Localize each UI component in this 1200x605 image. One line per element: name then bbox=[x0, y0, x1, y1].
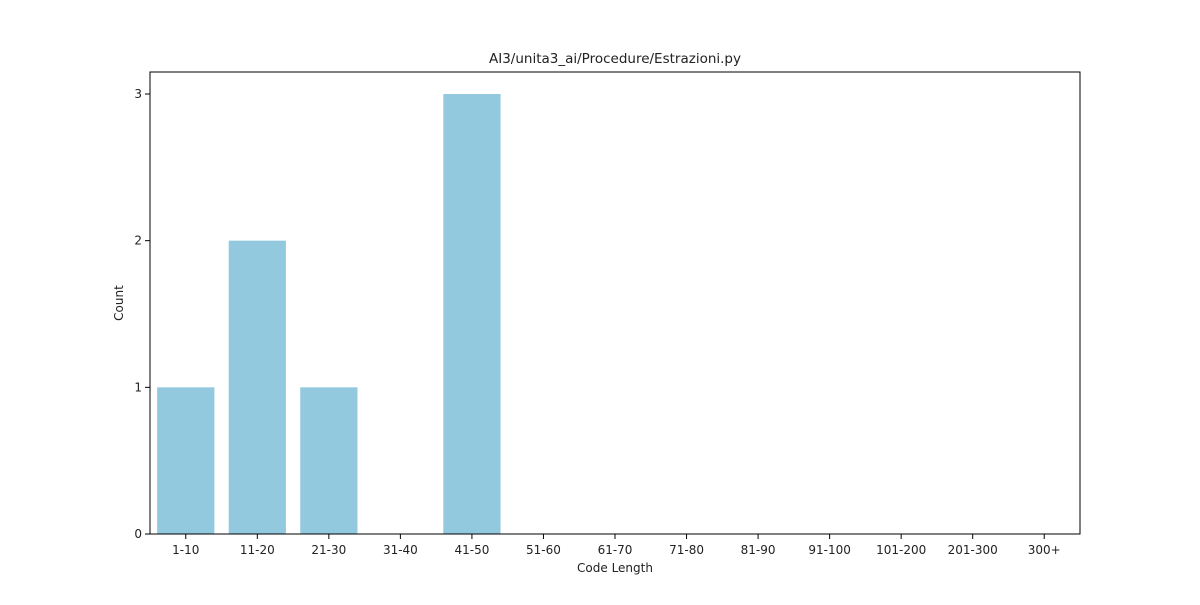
plot-frame bbox=[149, 71, 1081, 535]
x-tick-label: 31-40 bbox=[383, 543, 418, 557]
x-tick-label: 51-60 bbox=[526, 543, 561, 557]
x-tick-label: 1-10 bbox=[172, 543, 199, 557]
x-axis-label: Code Length bbox=[577, 561, 653, 575]
bar-1-10 bbox=[157, 387, 215, 534]
x-tick-label: 41-50 bbox=[454, 543, 489, 557]
x-tick-label: 71-80 bbox=[669, 543, 704, 557]
x-tick-label: 201-300 bbox=[948, 543, 998, 557]
bar-11-20 bbox=[228, 240, 286, 534]
y-axis-label: Count bbox=[112, 285, 126, 321]
x-axis: 1-10 11-20 21-30 31-40 41-50 51-60 61-70 71-80 8… bbox=[172, 534, 1061, 557]
bars-layer bbox=[157, 94, 501, 534]
x-tick-label: 101-200 bbox=[876, 543, 926, 557]
x-tick-label: 21-30 bbox=[311, 543, 346, 557]
y-tick-label: 3 bbox=[134, 87, 142, 101]
x-tick-label: 61-70 bbox=[598, 543, 633, 557]
x-tick-label: 11-20 bbox=[240, 543, 275, 557]
y-tick-label: 0 bbox=[134, 527, 142, 541]
y-axis: 0 1 2 3 bbox=[134, 87, 150, 541]
y-tick-label: 2 bbox=[134, 234, 142, 248]
x-tick-label: 91-100 bbox=[808, 543, 851, 557]
bar-41-50 bbox=[443, 94, 501, 534]
x-tick-label: 300+ bbox=[1028, 543, 1061, 557]
x-tick-label: 81-90 bbox=[741, 543, 776, 557]
y-tick-label: 1 bbox=[134, 380, 142, 394]
chart-title: AI3/unita3_ai/Procedure/Estrazioni.py bbox=[489, 51, 741, 67]
bar-21-30 bbox=[300, 387, 358, 534]
